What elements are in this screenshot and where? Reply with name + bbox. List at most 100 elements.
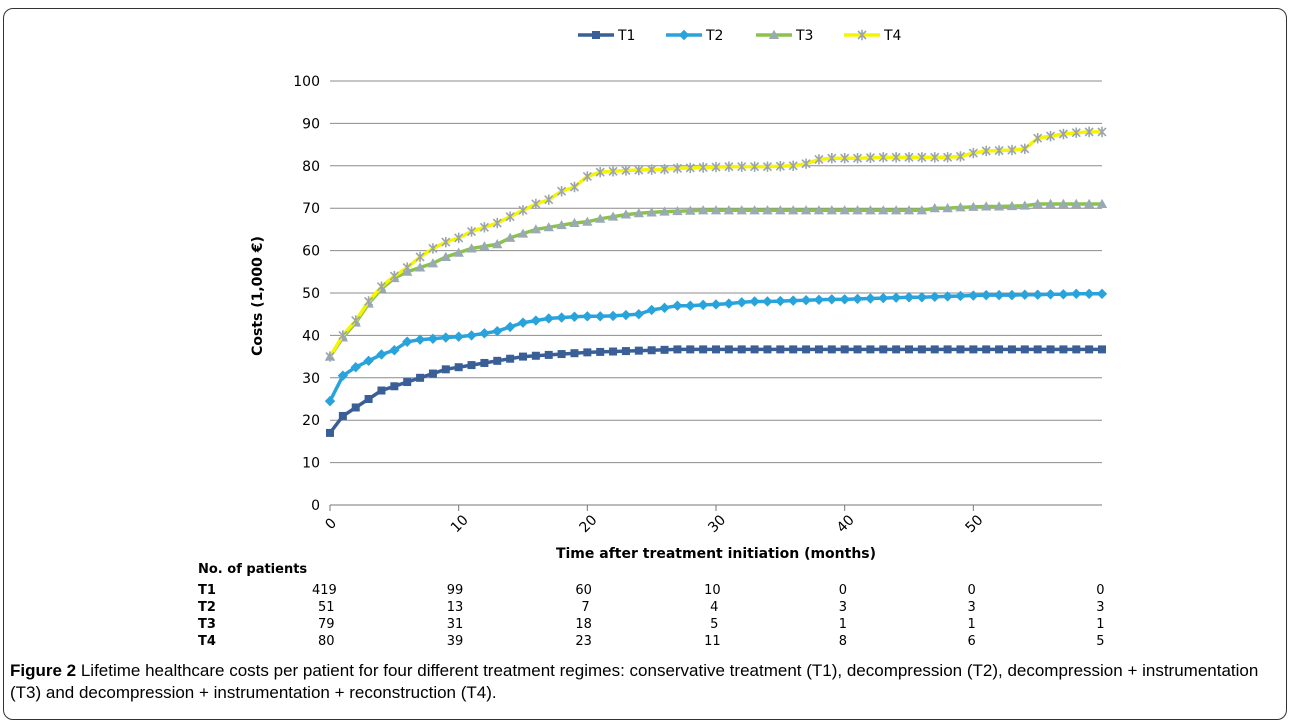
- data-point: [865, 152, 875, 163]
- data-point: [857, 29, 867, 41]
- data-point: [827, 152, 837, 164]
- data-point: [543, 313, 554, 324]
- data-point: [492, 325, 503, 337]
- patients-count-cell: 5: [710, 617, 719, 632]
- data-point: [775, 295, 786, 307]
- data-point: [634, 346, 643, 355]
- data-point: [1085, 345, 1094, 354]
- data-point: [402, 336, 413, 347]
- data-point: [762, 205, 773, 215]
- patients-count-cell: 3: [1096, 600, 1105, 615]
- data-point: [570, 349, 579, 358]
- data-point: [647, 346, 656, 355]
- data-point: [890, 205, 902, 215]
- data-point: [633, 309, 644, 320]
- data-point: [673, 345, 682, 354]
- data-point: [531, 198, 541, 210]
- data-point: [1007, 345, 1016, 354]
- patients-count-cell: 1: [838, 617, 848, 632]
- data-point: [916, 205, 928, 215]
- data-point: [1045, 289, 1056, 300]
- data-point: [621, 347, 630, 356]
- data-point: [389, 270, 399, 282]
- data-point: [685, 162, 695, 174]
- data-point: [852, 293, 863, 305]
- data-point: [1058, 289, 1069, 300]
- data-point: [1097, 126, 1107, 138]
- data-point: [403, 378, 412, 387]
- data-point: [840, 345, 849, 354]
- data-point: [905, 345, 913, 354]
- data-point: [1020, 345, 1029, 354]
- data-point: [878, 205, 889, 215]
- data-point: [891, 152, 901, 163]
- data-point: [324, 395, 336, 407]
- patients-count-cell: 419: [312, 583, 337, 598]
- legend-entry-T3: T3: [756, 28, 813, 44]
- patients-count-cell: 0: [1096, 583, 1105, 598]
- data-point: [995, 345, 1004, 354]
- data-point: [569, 181, 580, 193]
- data-point: [890, 292, 902, 303]
- data-point: [427, 258, 439, 268]
- data-point: [969, 345, 978, 354]
- legend: T1 T2 T3 T4: [578, 28, 902, 44]
- data-point: [530, 224, 542, 234]
- data-point: [749, 296, 760, 307]
- data-point: [801, 158, 811, 169]
- y-tick-label: 10: [302, 456, 320, 472]
- patients-count-cell: 60: [575, 583, 592, 598]
- data-point: [865, 293, 876, 304]
- data-point: [363, 355, 374, 367]
- patients-count-cell: 31: [446, 617, 464, 632]
- y-tick-label: 60: [302, 244, 320, 260]
- data-point: [595, 213, 606, 223]
- data-point: [557, 186, 567, 197]
- data-point: [440, 251, 451, 261]
- legend-entry-T1: T1: [578, 28, 635, 44]
- data-point: [1058, 198, 1069, 208]
- data-point: [337, 370, 349, 381]
- data-point: [659, 302, 670, 314]
- data-point: [582, 171, 592, 182]
- data-point: [377, 386, 386, 395]
- data-point: [620, 209, 632, 219]
- data-point: [943, 345, 952, 354]
- caption-label: Figure 2: [10, 661, 77, 680]
- data-point: [1019, 289, 1030, 300]
- data-point: [763, 345, 772, 354]
- patients-count-cell: 51: [318, 600, 335, 615]
- data-point: [1071, 198, 1082, 208]
- data-point: [493, 356, 502, 365]
- patients-count-cell: 23: [575, 634, 592, 649]
- data-point: [416, 373, 425, 382]
- data-point: [800, 205, 812, 215]
- data-point: [479, 222, 489, 233]
- data-point: [1033, 133, 1043, 144]
- x-axis-label: Time after treatment initiation (months): [556, 546, 876, 562]
- data-point: [904, 152, 914, 163]
- x-tick-labels: 0 10 20 30 40 50: [322, 512, 986, 536]
- data-point: [414, 262, 426, 272]
- data-point: [506, 354, 515, 363]
- data-point: [697, 205, 709, 215]
- data-point: [609, 347, 618, 356]
- x-tick-label: 30: [705, 512, 729, 536]
- data-point: [1032, 198, 1043, 208]
- data-point: [802, 345, 811, 354]
- data-point: [903, 205, 915, 215]
- data-point: [492, 217, 502, 229]
- data-point: [660, 345, 669, 354]
- caption-text: Lifetime healthcare costs per patient fo…: [10, 661, 1259, 702]
- data-point: [685, 205, 696, 215]
- data-point: [993, 201, 1005, 211]
- legend-entry-T2: T2: [666, 28, 723, 44]
- patients-count-cell: 18: [575, 617, 592, 632]
- data-point: [454, 232, 464, 244]
- data-point: [697, 299, 709, 311]
- data-point: [1019, 200, 1030, 210]
- data-point: [1058, 128, 1068, 140]
- data-point: [592, 31, 600, 39]
- data-point: [678, 29, 690, 41]
- data-point: [351, 315, 361, 326]
